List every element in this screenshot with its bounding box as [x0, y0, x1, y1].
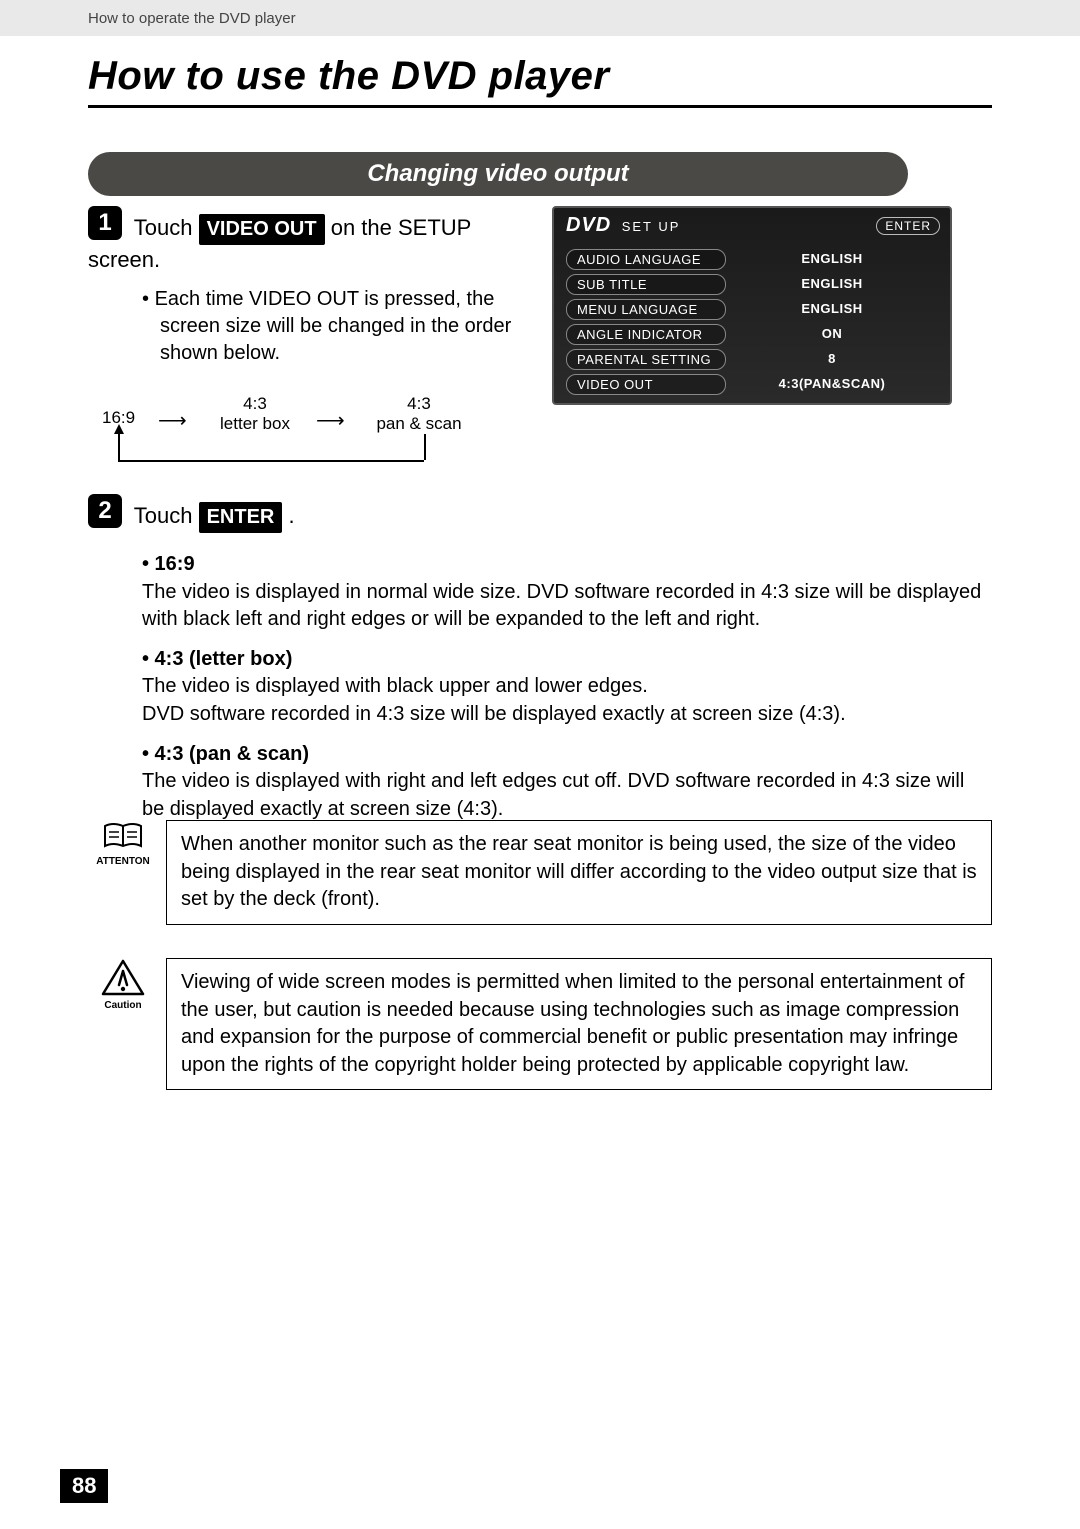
screenshot-rows: AUDIO LANGUAGEENGLISHSUB TITLEENGLISHMEN…	[554, 247, 950, 397]
scr-val: ENGLISH	[726, 299, 938, 320]
page-title: How to use the DVD player	[88, 54, 609, 98]
scr-mode: SET UP	[622, 219, 681, 234]
setup-screenshot: DVD SET UP ENTER AUDIO LANGUAGEENGLISHSU…	[552, 206, 952, 405]
screenshot-row[interactable]: ANGLE INDICATORON	[554, 322, 950, 347]
arrow-line	[118, 460, 424, 462]
step2-block: 2 Touch ENTER . • 16:9The video is displ…	[88, 494, 992, 835]
screenshot-row[interactable]: PARENTAL SETTING8	[554, 347, 950, 372]
scr-brand: DVD	[566, 214, 611, 236]
cycle-c-bot: pan & scan	[376, 414, 461, 433]
attention-text: When another monitor such as the rear se…	[166, 820, 992, 925]
mode-item: • 4:3 (letter box)The video is displayed…	[142, 646, 992, 729]
cycle-b: 4:3 letter box	[210, 394, 300, 434]
scr-key: AUDIO LANGUAGE	[566, 249, 726, 270]
breadcrumb: How to operate the DVD player	[88, 10, 296, 27]
mode-body: The video is displayed with black upper …	[142, 673, 992, 728]
mode-head: • 16:9	[142, 551, 992, 579]
mode-list: • 16:9The video is displayed in normal w…	[142, 551, 992, 823]
page-title-wrap: How to use the DVD player	[88, 54, 992, 108]
mode-item: • 16:9The video is displayed in normal w…	[142, 551, 992, 634]
step1-pre: Touch	[134, 215, 193, 240]
cycle-diagram: 16:9 ⟶ 4:3 letter box ⟶ 4:3 pan & scan	[110, 394, 470, 472]
step1-block: 1 Touch VIDEO OUT on the SETUP screen. •…	[88, 206, 518, 367]
scr-val: ENGLISH	[726, 249, 938, 270]
screenshot-row[interactable]: AUDIO LANGUAGEENGLISH	[554, 247, 950, 272]
step1-bullet-text: Each time VIDEO OUT is pressed, the scre…	[155, 288, 512, 364]
cycle-b-bot: letter box	[220, 414, 290, 433]
step2-post: .	[288, 503, 294, 528]
step1-bullet: • Each time VIDEO OUT is pressed, the sc…	[142, 286, 518, 367]
arrow-icon: ⟶	[316, 408, 345, 433]
screenshot-header: DVD SET UP ENTER	[554, 208, 950, 247]
screenshot-title: DVD SET UP	[566, 214, 680, 237]
scr-val: 8	[726, 349, 938, 370]
cycle-b-top: 4:3	[243, 394, 267, 413]
scr-val: ON	[726, 324, 938, 345]
attention-box: ATTENTON When another monitor such as th…	[88, 820, 992, 925]
enter-button-label: ENTER	[199, 502, 283, 533]
attention-icon: ATTENTON	[88, 820, 158, 867]
scr-key: VIDEO OUT	[566, 374, 726, 395]
step2-line: 2 Touch ENTER .	[88, 494, 992, 533]
cycle-c-top: 4:3	[407, 394, 431, 413]
step2-number: 2	[88, 494, 122, 528]
screenshot-row[interactable]: SUB TITLEENGLISH	[554, 272, 950, 297]
caution-text: Viewing of wide screen modes is permitte…	[166, 958, 992, 1090]
scr-val: ENGLISH	[726, 274, 938, 295]
scr-key: PARENTAL SETTING	[566, 349, 726, 370]
attention-label: ATTENTON	[96, 856, 150, 867]
step1-number: 1	[88, 206, 122, 240]
page-number: 88	[60, 1469, 108, 1503]
arrow-icon: ⟶	[158, 408, 187, 433]
mode-body: The video is displayed with right and le…	[142, 768, 992, 823]
section-title: Changing video output	[88, 152, 908, 196]
screenshot-row[interactable]: MENU LANGUAGEENGLISH	[554, 297, 950, 322]
scr-enter-button[interactable]: ENTER	[876, 217, 940, 235]
video-out-button-label: VIDEO OUT	[199, 214, 325, 245]
caution-box: Caution Viewing of wide screen modes is …	[88, 958, 992, 1090]
arrowhead-icon	[114, 424, 124, 434]
mode-head: • 4:3 (pan & scan)	[142, 741, 992, 769]
mode-head: • 4:3 (letter box)	[142, 646, 992, 674]
arrow-line	[424, 434, 426, 460]
scr-key: MENU LANGUAGE	[566, 299, 726, 320]
caution-icon: Caution	[88, 958, 158, 1011]
scr-val: 4:3(PAN&SCAN)	[726, 374, 938, 395]
step1-line: 1 Touch VIDEO OUT on the SETUP screen.	[88, 206, 518, 276]
mode-body: The video is displayed in normal wide si…	[142, 579, 992, 634]
scr-key: ANGLE INDICATOR	[566, 324, 726, 345]
screenshot-row[interactable]: VIDEO OUT4:3(PAN&SCAN)	[554, 372, 950, 397]
cycle-c: 4:3 pan & scan	[364, 394, 474, 434]
arrow-line	[118, 430, 120, 460]
caution-label: Caution	[104, 1000, 141, 1011]
step2-pre: Touch	[134, 503, 193, 528]
mode-item: • 4:3 (pan & scan)The video is displayed…	[142, 741, 992, 824]
scr-key: SUB TITLE	[566, 274, 726, 295]
